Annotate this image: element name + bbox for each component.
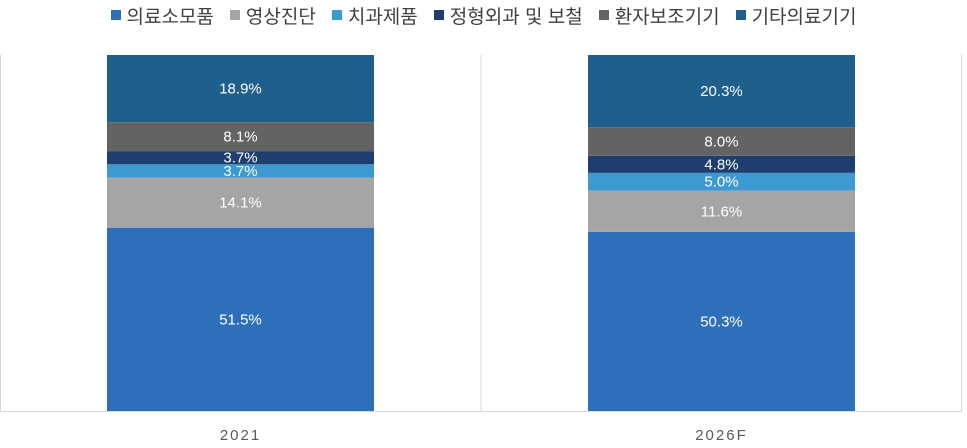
data-label: 8.0% (704, 134, 738, 151)
data-label: 5.0% (704, 174, 738, 191)
data-label: 14.1% (219, 195, 262, 212)
legend-swatch (598, 10, 609, 20)
legend-swatch (229, 10, 240, 20)
data-label: 50.3% (700, 313, 743, 330)
bar-segment-치과제품-2021 (107, 164, 374, 178)
legend-item-정형외과-및-보철: 정형외과 및 보철 (433, 2, 583, 29)
bar-segment-기타의료기기-2026f (588, 55, 855, 128)
x-tick-label: 2026F (695, 427, 748, 444)
data-label: 20.3% (700, 83, 743, 100)
bar-segment-정형외과-및-보철-2021 (107, 151, 374, 165)
data-label: 3.7% (223, 163, 257, 180)
x-tick-label: 2021 (220, 427, 261, 444)
legend-item-의료소모품: 의료소모품 (110, 2, 214, 29)
legend-item-영상진단: 영상진단 (229, 2, 316, 29)
bar-segment-의료소모품-2026f (588, 231, 855, 411)
data-label: 51.5% (219, 311, 262, 328)
data-label: 11.6% (701, 203, 742, 220)
legend-label: 치과제품 (347, 6, 418, 28)
legend-label: 의료소모품 (126, 6, 214, 28)
legend-swatch (110, 10, 121, 20)
legend-swatch (433, 10, 444, 20)
data-label: 18.9% (219, 81, 262, 98)
legend-label: 정형외과 및 보철 (449, 6, 583, 28)
chart-legend: 의료소모품 영상진단 치과제품 정형외과 및 보철 환자보조기기 기타의료기기 (0, 0, 967, 30)
legend-item-기타의료기기: 기타의료기기 (735, 2, 857, 29)
bar-segment-환자보조기기-2026f (588, 127, 855, 156)
legend-item-치과제품: 치과제품 (331, 2, 418, 29)
legend-label: 기타의료기기 (751, 6, 857, 28)
data-label: 4.8% (704, 156, 738, 173)
bar-segment-의료소모품-2021 (107, 227, 374, 411)
bar-segment-치과제품-2026f (588, 172, 855, 191)
legend-item-환자보조기기: 환자보조기기 (598, 2, 720, 29)
bar-segment-영상진단-2026f (588, 190, 855, 232)
legend-label: 환자보조기기 (614, 6, 720, 28)
legend-swatch (331, 10, 342, 20)
legend-swatch (735, 10, 746, 20)
data-label: 3.7% (223, 150, 257, 167)
legend-label: 영상진단 (245, 6, 316, 28)
bar-segment-정형외과-및-보철-2026f (588, 155, 855, 173)
bar-segment-영상진단-2021 (107, 177, 374, 228)
bar-segment-환자보조기기-2021 (107, 122, 374, 152)
bar-segment-기타의료기기-2021 (107, 55, 374, 123)
data-label: 8.1% (223, 129, 257, 146)
